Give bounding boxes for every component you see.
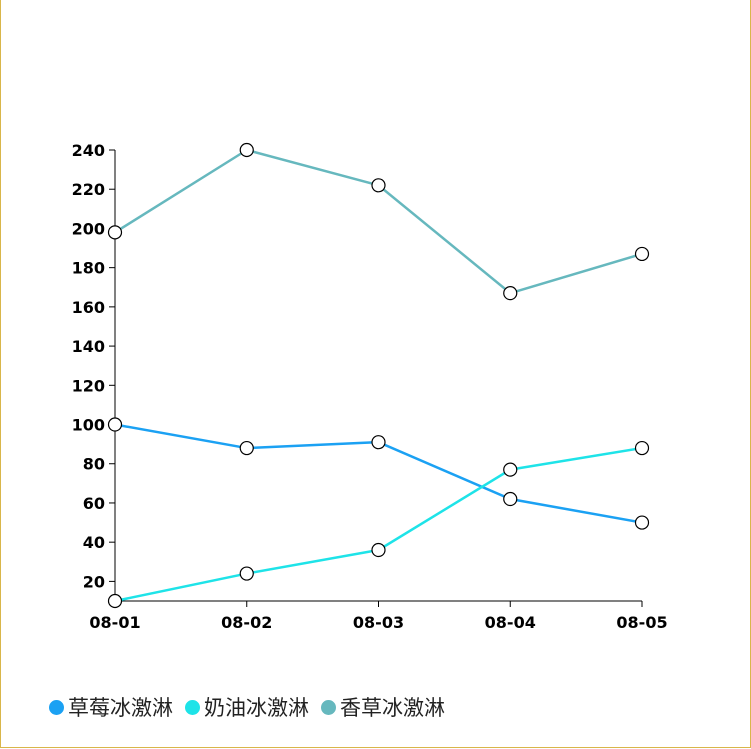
y-tick-label: 180 — [72, 259, 105, 278]
data-point[interactable] — [372, 544, 385, 557]
x-tick-label: 08-02 — [221, 613, 272, 632]
x-tick-label: 08-03 — [353, 613, 404, 632]
legend-item[interactable]: 草莓冰激淋 — [49, 692, 173, 722]
data-point[interactable] — [636, 247, 649, 260]
data-point[interactable] — [636, 442, 649, 455]
y-tick-label: 120 — [72, 376, 105, 395]
legend-marker — [321, 700, 336, 715]
data-point[interactable] — [372, 436, 385, 449]
y-axis: 20 40 60 80 100 120 140 160 180 200 220 240 — [72, 141, 115, 601]
x-axis: 08-01 08-02 08-03 08-04 08-05 — [89, 601, 667, 632]
x-tick-label: 08-01 — [89, 613, 140, 632]
data-point[interactable] — [109, 226, 122, 239]
legend-marker — [185, 700, 200, 715]
y-tick-label: 60 — [83, 494, 105, 513]
y-tick-label: 40 — [83, 533, 105, 552]
data-point[interactable] — [504, 463, 517, 476]
y-tick-label: 80 — [83, 455, 105, 474]
legend-label: 奶油冰激淋 — [204, 692, 309, 722]
y-tick-label: 140 — [72, 337, 105, 356]
data-point[interactable] — [240, 567, 253, 580]
series-points — [109, 144, 649, 608]
y-tick-label: 240 — [72, 141, 105, 160]
series-line — [115, 150, 642, 293]
data-point[interactable] — [240, 144, 253, 157]
data-point[interactable] — [109, 418, 122, 431]
data-point[interactable] — [636, 516, 649, 529]
x-tick-label: 08-05 — [616, 613, 667, 632]
legend-marker — [49, 700, 64, 715]
legend-label: 香草冰激淋 — [340, 692, 445, 722]
legend-label: 草莓冰激淋 — [68, 692, 173, 722]
data-point[interactable] — [109, 595, 122, 608]
data-point[interactable] — [504, 493, 517, 506]
data-point[interactable] — [372, 179, 385, 192]
data-point[interactable] — [240, 442, 253, 455]
y-tick-label: 200 — [72, 219, 105, 238]
legend-item[interactable]: 奶油冰激淋 — [185, 692, 309, 722]
y-tick-label: 160 — [72, 298, 105, 317]
series-line — [115, 448, 642, 601]
legend-item[interactable]: 香草冰激淋 — [321, 692, 445, 722]
y-tick-label: 100 — [72, 416, 105, 435]
series-lines — [115, 150, 642, 601]
y-tick-label: 20 — [83, 572, 105, 591]
chart-legend: 草莓冰激淋 奶油冰激淋 香草冰激淋 — [49, 692, 445, 722]
data-point[interactable] — [504, 287, 517, 300]
x-tick-label: 08-04 — [485, 613, 536, 632]
y-tick-label: 220 — [72, 180, 105, 199]
